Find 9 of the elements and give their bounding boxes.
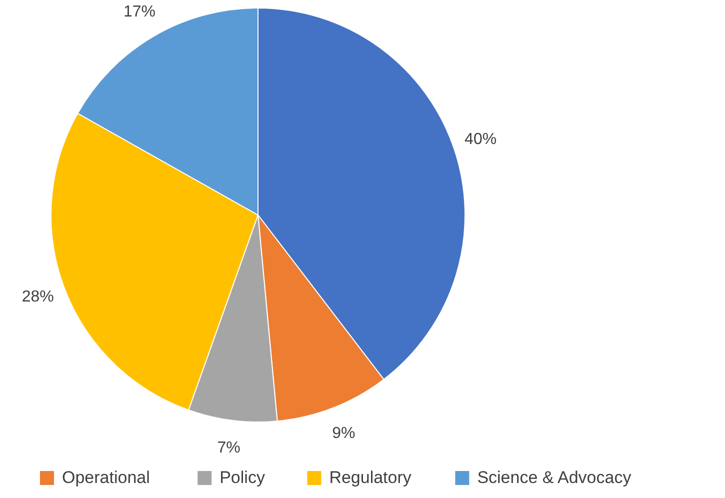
data-label: 28% — [22, 288, 54, 306]
legend-label: Operational — [62, 468, 150, 487]
data-label: 40% — [464, 130, 497, 148]
legend-label: Regulatory — [329, 468, 412, 487]
legend-label: Policy — [220, 468, 266, 487]
data-label: 17% — [123, 3, 156, 20]
data-label: 9% — [332, 425, 356, 442]
legend-label: Science & Advocacy — [477, 468, 632, 487]
data-label: 7% — [217, 439, 240, 456]
